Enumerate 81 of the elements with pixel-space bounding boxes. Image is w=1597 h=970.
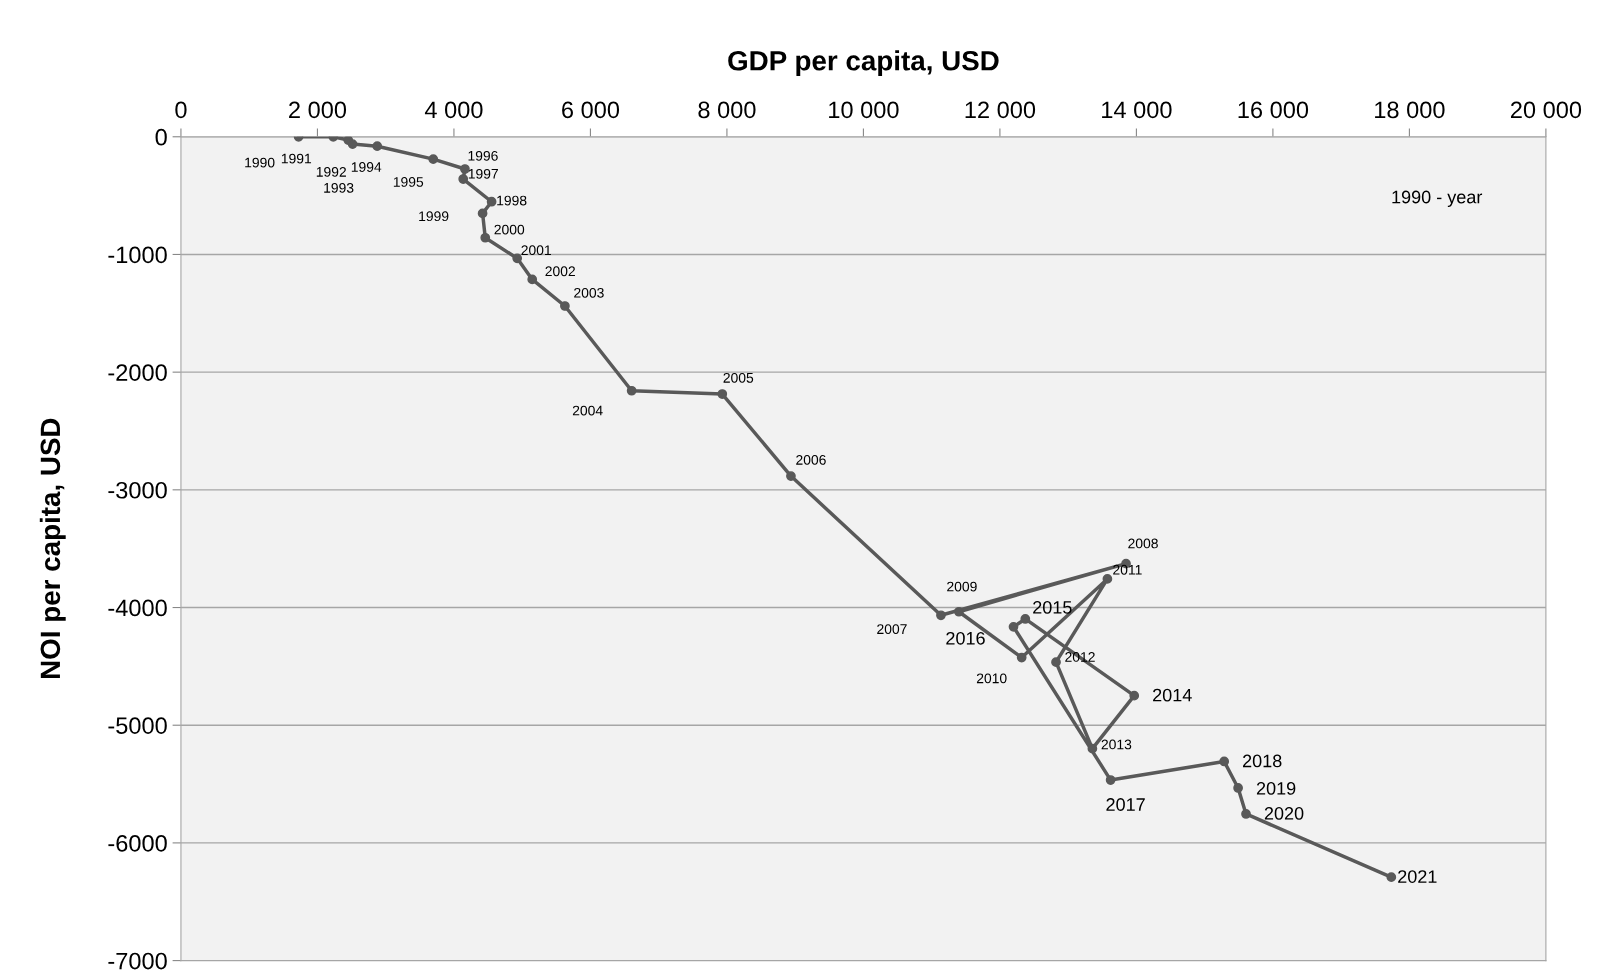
annotation: 2006 <box>796 454 826 465</box>
point <box>626 385 637 396</box>
point <box>480 232 491 243</box>
point <box>1102 574 1113 584</box>
y-tick-label: -7000 <box>108 952 167 970</box>
x-tick-label: 12 000 <box>965 101 1036 119</box>
annotation: 1996 <box>468 150 498 161</box>
point <box>1233 783 1243 793</box>
point <box>560 301 570 311</box>
annotation: 1998 <box>497 195 527 206</box>
annotation: 2013 <box>1101 739 1132 750</box>
point <box>486 196 497 207</box>
y-tick-label: -1000 <box>108 246 167 264</box>
point <box>460 164 470 174</box>
annotation: 2004 <box>572 405 603 416</box>
x-tick-label: 18 000 <box>1375 101 1445 119</box>
annotation: 1995 <box>393 177 424 187</box>
annotation: 1990 - year <box>1392 190 1483 207</box>
x-tick-label: 4 000 <box>424 101 483 119</box>
annotation: 2016 <box>946 631 985 645</box>
x-tick-label: 6 000 <box>562 101 620 119</box>
point <box>954 606 964 617</box>
x-tick-label: 14 000 <box>1102 101 1172 119</box>
annotation: 1997 <box>468 168 498 179</box>
point <box>1051 657 1061 667</box>
point <box>786 471 796 481</box>
annotation: 2008 <box>1128 538 1158 549</box>
annotation: 2000 <box>494 224 525 235</box>
point <box>1219 756 1230 767</box>
y-tick-label: -6000 <box>108 834 167 852</box>
annotation: 2007 <box>877 624 907 635</box>
x-tick-label: 8 000 <box>698 101 756 119</box>
annotation: 2017 <box>1106 798 1145 811</box>
annotation: 2005 <box>723 372 754 383</box>
y-tick-label: -2000 <box>108 364 167 381</box>
x-tick-label: 20 000 <box>1510 101 1582 119</box>
annotation: 2009 <box>947 581 977 592</box>
annotation: 1992 <box>316 166 346 177</box>
point <box>347 139 358 149</box>
point <box>1386 872 1397 883</box>
point <box>1008 621 1019 632</box>
annotation: 2001 <box>521 245 551 256</box>
annotation: 2003 <box>574 287 604 298</box>
point <box>1016 652 1027 663</box>
x-tick-label: 16 000 <box>1238 101 1309 119</box>
point <box>527 274 538 285</box>
annotation: 1994 <box>351 162 382 172</box>
y-tick-label: -5000 <box>108 717 167 734</box>
x-tick-label: 0 <box>175 101 187 119</box>
y-tick-label: -3000 <box>108 481 167 499</box>
annotation: 1993 <box>324 182 354 193</box>
annotation: 2021 <box>1398 870 1437 883</box>
x-tick-label: 10 000 <box>829 101 899 119</box>
point <box>458 174 469 184</box>
point <box>1020 614 1031 624</box>
point <box>1129 690 1140 701</box>
point <box>372 141 383 152</box>
x-axis-title: GDP per capita, USD <box>728 50 999 77</box>
x-tick-label: 2 000 <box>289 101 347 119</box>
point <box>477 208 488 219</box>
point <box>1087 743 1098 754</box>
annotation: 2010 <box>976 673 1007 684</box>
annotation: 2011 <box>1113 564 1142 575</box>
annotation: 1991 <box>281 153 312 164</box>
point <box>936 610 946 621</box>
annotation: 1999 <box>419 211 449 222</box>
annotation: 1990 <box>245 157 275 168</box>
annotation: 2018 <box>1243 754 1282 768</box>
annotation: 2002 <box>545 266 575 277</box>
annotation: 2020 <box>1264 807 1304 820</box>
point <box>1105 775 1116 785</box>
y-tick-label: 0 <box>155 128 167 146</box>
point <box>428 154 439 164</box>
annotation: 2014 <box>1153 688 1192 702</box>
point <box>1241 809 1251 819</box>
y-axis-title: NOI per capita, USD <box>39 418 66 679</box>
y-tick-label: -4000 <box>108 599 167 617</box>
annotation: 2019 <box>1256 782 1296 795</box>
point <box>717 389 728 399</box>
point <box>512 253 523 264</box>
annotation: 2015 <box>1033 601 1072 614</box>
